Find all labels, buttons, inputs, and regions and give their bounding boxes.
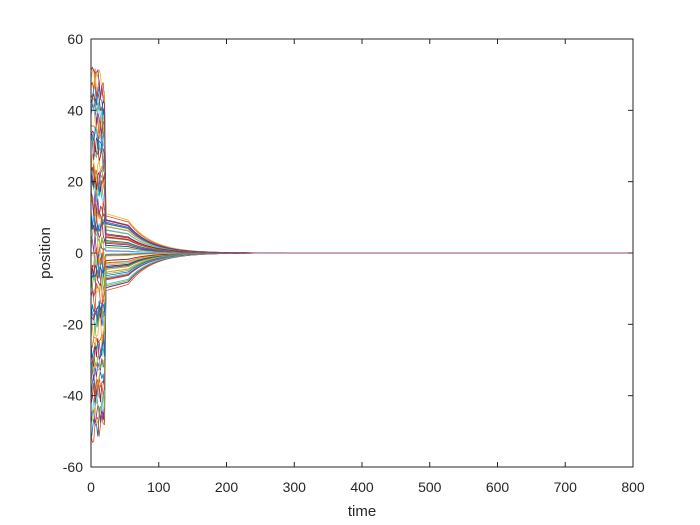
series-line [90,252,633,424]
series-line [90,163,633,254]
x-tick-label: 0 [87,479,95,495]
series-line [90,252,633,382]
series-line [90,252,633,399]
x-tick-label: 400 [350,479,374,495]
series-line [90,176,633,254]
series-line [90,252,633,383]
series-line [90,252,633,322]
series-line [90,252,633,380]
axis-ticks: 0 100 200 300 400 500 600 700 800 -60 -40 -20 0 20 40 6… [63,31,645,495]
series-line [90,101,633,254]
series-line [90,214,633,254]
series-line [90,252,633,311]
x-tick-label: 300 [283,479,307,495]
series-line [90,252,633,418]
series-line [90,252,633,444]
series-line [90,252,633,417]
series-line [90,252,633,332]
series-line [90,94,633,254]
x-tick-label: 800 [621,479,645,495]
series-line [90,252,633,442]
series-line [90,208,633,254]
series-line [90,96,633,254]
y-tick-label: 20 [67,174,83,190]
x-tick-label: 100 [147,479,171,495]
series-line [90,122,633,254]
series-line [90,82,633,254]
series-line [90,252,633,291]
series-line [90,252,633,349]
series-line [90,252,633,426]
x-tick-label: 700 [554,479,578,495]
series-line [90,252,633,405]
y-tick-label: 0 [75,245,83,261]
series-line [90,166,633,254]
y-tick-label: 60 [67,31,83,47]
y-tick-label: -20 [63,316,83,332]
series-line [90,252,633,402]
series-line [90,153,633,254]
series-line [90,190,633,254]
y-tick-label: 40 [67,102,83,118]
series-line [90,168,633,254]
series-line [90,68,633,254]
x-tick-label: 600 [486,479,510,495]
series-line [90,252,633,304]
series-line [90,252,633,289]
series-line [90,66,633,254]
y-tick-label: -60 [63,459,83,475]
series-line [90,252,633,359]
series-line [90,252,633,386]
x-tick-label: 200 [215,479,239,495]
y-tick-label: -40 [63,388,83,404]
series-line [90,190,633,254]
series-line [90,91,633,254]
x-tick-label: 500 [418,479,442,495]
series-line [90,252,633,337]
series-line [90,196,633,254]
series-line [90,180,633,254]
series-line [90,252,633,298]
series-line [90,252,633,333]
series-line [90,252,633,367]
series-line [90,68,633,254]
series-line [90,252,633,321]
series-line [90,130,633,254]
series-line [90,116,633,254]
x-axis-label: time [348,503,376,520]
series-line [90,128,633,254]
series-line [90,252,633,347]
series-line [90,137,633,254]
y-axis-label: position [37,227,54,279]
plot-lines [90,66,633,444]
series-line [90,136,633,254]
series-line [90,100,633,254]
